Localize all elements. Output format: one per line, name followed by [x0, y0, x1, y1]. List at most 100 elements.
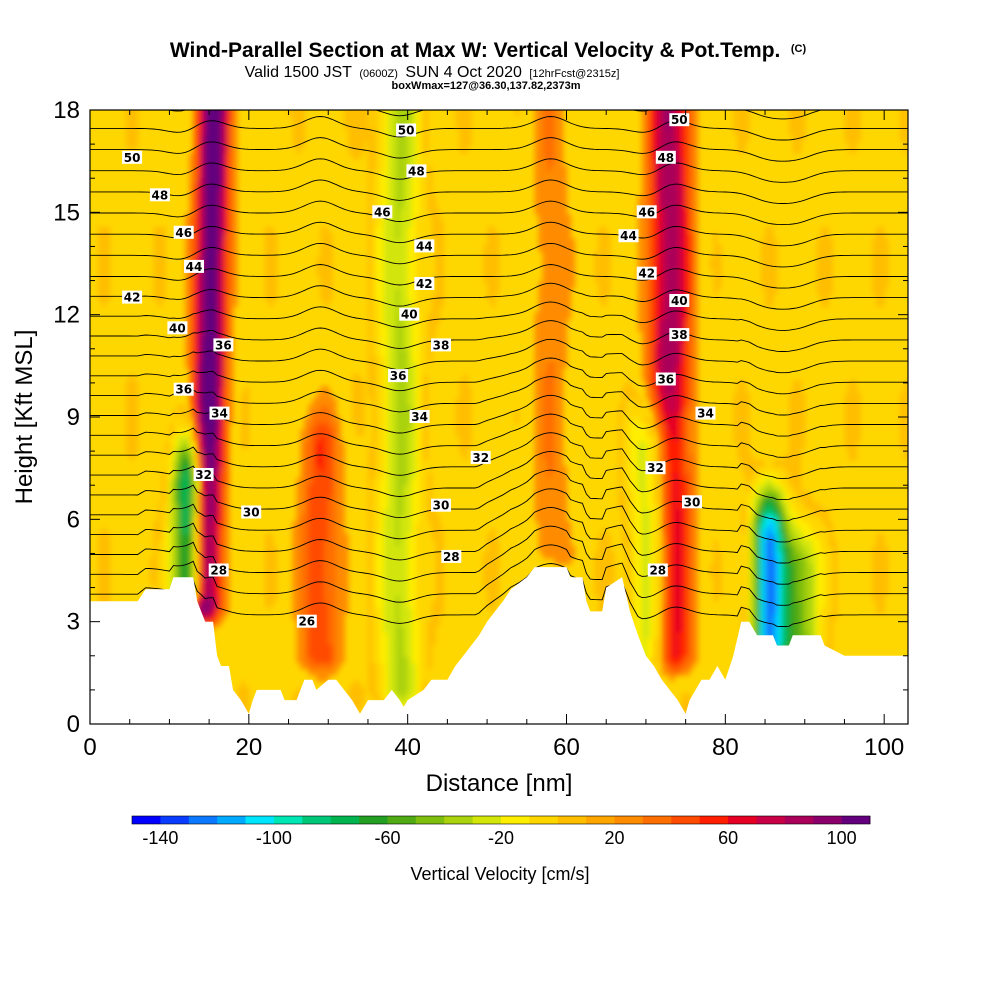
- colorbar-swatch: [586, 816, 615, 824]
- contour-label: 46: [636, 205, 657, 219]
- y-tick-label: 12: [53, 302, 80, 329]
- x-tick-label: 60: [553, 734, 580, 761]
- contour-label: 40: [669, 294, 690, 308]
- theta-contour: [90, 376, 908, 416]
- chart-box-note: boxWmax=127@36.30,137.82,2373m: [392, 80, 581, 92]
- theta-contour: [90, 469, 908, 522]
- colorbar-swatch: [330, 816, 360, 824]
- y-axis-label: Height [Kft MSL]: [11, 330, 38, 505]
- contour-label: 48: [149, 188, 170, 202]
- contour-label: 48: [406, 164, 427, 178]
- colorbar-swatch: [387, 816, 417, 824]
- theta-contour: [165, 110, 823, 120]
- contour-label: 42: [636, 266, 657, 281]
- x-axis-label: Distance [nm]: [426, 770, 573, 797]
- colorbar-swatch: [784, 816, 814, 824]
- x-tick-label: 20: [235, 734, 262, 761]
- theta-contour: [90, 137, 908, 162]
- contour-label: 28: [647, 563, 668, 578]
- theta-contour: [90, 264, 908, 289]
- colorbar-swatch: [444, 816, 473, 824]
- contour-label: 48: [655, 150, 676, 165]
- colorbar-swatch: [472, 816, 502, 824]
- theta-contour: [90, 450, 908, 501]
- x-tick-label: 40: [394, 734, 421, 761]
- theta-contour: [90, 158, 908, 183]
- contour-label: 32: [470, 450, 491, 465]
- theta-contour: [90, 116, 908, 141]
- theta-contour: [90, 242, 908, 268]
- colorbar-swatch: [415, 816, 445, 824]
- colorbar-swatch: [841, 816, 871, 824]
- theta-contour: [90, 394, 908, 437]
- colorbar-swatch: [359, 816, 388, 824]
- contour-label: 30: [682, 495, 702, 509]
- contour-label: 34: [209, 406, 230, 421]
- colorbar-swatch: [642, 816, 672, 824]
- theta-contour: [90, 282, 908, 310]
- colorbar-swatch: [699, 816, 729, 824]
- contour-label: 36: [388, 369, 409, 383]
- y-tick-label: 15: [53, 199, 80, 226]
- contour-label: 34: [695, 406, 716, 421]
- theta-contour: [90, 544, 908, 606]
- colorbar-swatch: [557, 816, 587, 824]
- theta-contour: [90, 488, 908, 543]
- colorbar-swatch: [614, 816, 644, 824]
- contour-label: 50: [122, 150, 143, 165]
- theta-contour: [90, 563, 908, 627]
- y-tick-label: 18: [53, 97, 80, 124]
- y-tick-label: 9: [67, 404, 80, 431]
- y-tick-label: 3: [67, 609, 80, 636]
- contour-label: 40: [167, 321, 188, 335]
- x-tick-label: 0: [83, 734, 96, 761]
- chart-subtitle: Valid 1500 JST (0600Z) SUN 4 Oct 2020 [1…: [245, 64, 620, 81]
- contour-label: 44: [618, 229, 639, 243]
- colorbar-title: Vertical Velocity [cm/s]: [410, 864, 589, 884]
- contour-label: 50: [669, 113, 690, 127]
- colorbar-swatch: [132, 816, 161, 824]
- colorbar-swatch: [671, 816, 701, 824]
- colorbar-tick-label: 100: [827, 828, 857, 848]
- chart-title: Wind-Parallel Section at Max W: Vertical…: [170, 39, 807, 62]
- contour-label: 44: [414, 239, 435, 253]
- potential-temperature-contours: [90, 110, 908, 627]
- plot-area: 50 48 46 44 42 40 36 36 34 32 30 28 26 50 48 46 44 42 40 38…: [90, 110, 908, 724]
- colorbar: -140 -100 -60 -20 20 60 100: [131, 815, 871, 848]
- contour-label: 32: [193, 468, 214, 482]
- colorbar-tick-label: -20: [488, 828, 514, 848]
- colorbar-swatch: [217, 816, 246, 824]
- colorbar-tick-label: 60: [718, 828, 738, 848]
- theta-contour: [90, 179, 908, 204]
- contour-label: 26: [296, 614, 317, 629]
- theta-contour: [90, 320, 908, 352]
- colorbar-swatch: [273, 816, 303, 824]
- colorbar-swatch: [160, 816, 190, 824]
- contour-label: 50: [396, 123, 417, 138]
- contour-label: 44: [184, 259, 204, 274]
- colorbar-tick-label: -140: [142, 828, 178, 848]
- contour-label: 32: [645, 461, 666, 475]
- contour-label: 28: [441, 549, 462, 564]
- colorbar-tick-label: -100: [256, 828, 292, 848]
- x-axis: 0 20 40 60 80 100: [83, 110, 904, 761]
- theta-contour: [90, 338, 908, 374]
- colorbar-swatch: [501, 816, 530, 824]
- theta-contour: [90, 301, 908, 331]
- contour-label: 30: [431, 498, 451, 513]
- terrain-mask: [90, 567, 908, 724]
- colorbar-swatch: [728, 816, 757, 824]
- contour-label: 40: [399, 307, 420, 322]
- contour-label: 46: [173, 225, 194, 240]
- contour-label: 36: [655, 372, 676, 387]
- colorbar-swatch: [188, 816, 218, 824]
- contour-labels: 50 48 46 44 42 40 36 36 34 32 30 28 26 50 48 46 44 42 40 38…: [122, 113, 716, 629]
- theta-contour: [90, 506, 908, 564]
- colorbar-swatch: [813, 816, 842, 824]
- contour-label: 28: [208, 563, 229, 578]
- contour-label: 42: [122, 290, 143, 305]
- colorbar-swatch: [302, 816, 332, 824]
- theta-contour: [90, 221, 908, 247]
